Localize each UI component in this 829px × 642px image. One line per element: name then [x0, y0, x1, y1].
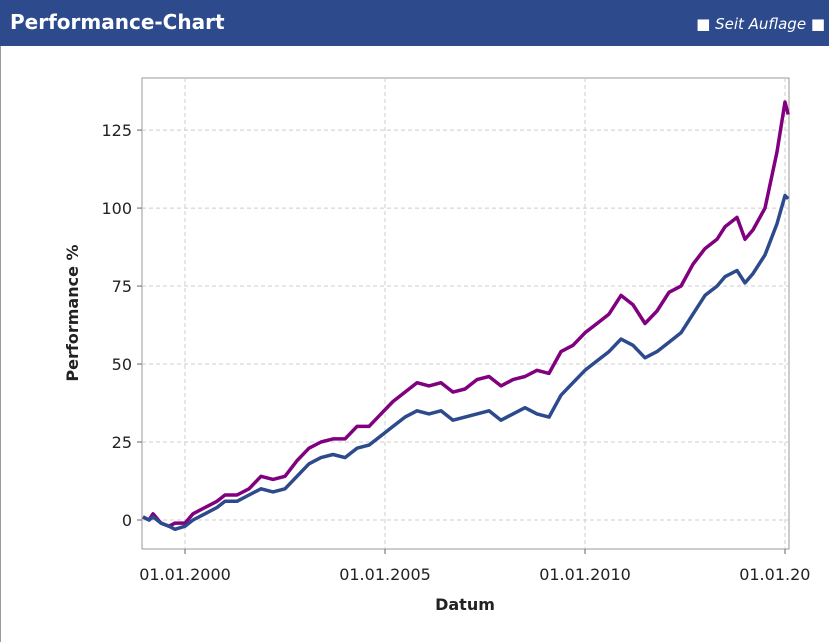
line-series: [142, 193, 790, 532]
y-tick-label: 125: [101, 121, 132, 140]
y-tick-label: 0: [122, 511, 132, 530]
range-selector[interactable]: ■ Seit Auflage ■: [696, 15, 825, 33]
line-series: [142, 100, 790, 528]
x-tick-label: 01.01.2015: [739, 565, 829, 584]
plot-area: [141, 77, 790, 550]
y-tick-label: 75: [112, 277, 132, 296]
x-tick-label: 01.01.2000: [139, 565, 231, 584]
header: Performance-Chart ■ Seit Auflage ■: [0, 0, 829, 46]
x-tick-label: 01.01.2005: [339, 565, 431, 584]
x-tick-label: 01.01.2010: [539, 565, 631, 584]
x-axis-label: Datum: [435, 595, 495, 614]
y-tick-label: 100: [101, 199, 132, 218]
frame-border: [0, 46, 1, 642]
y-tick-label: 25: [112, 433, 132, 452]
y-tick-label: 50: [112, 355, 132, 374]
panel-title: Performance-Chart: [10, 10, 225, 34]
y-axis-label: Performance %: [63, 244, 82, 381]
